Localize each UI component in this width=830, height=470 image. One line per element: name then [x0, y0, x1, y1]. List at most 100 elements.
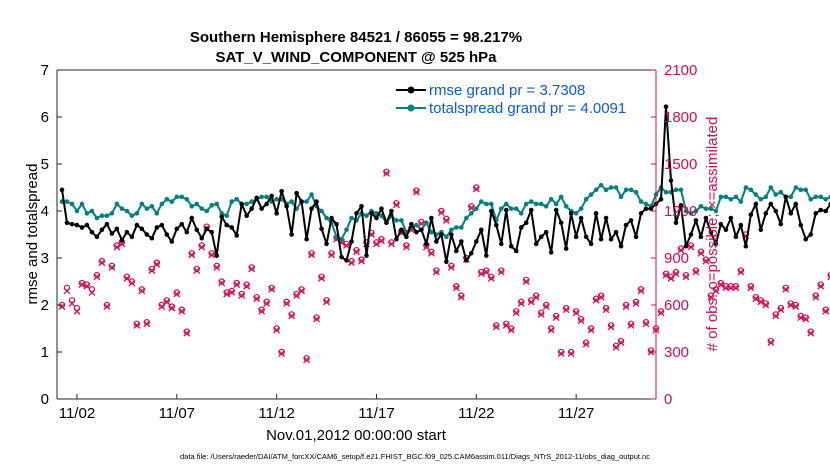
spread-point — [813, 194, 819, 200]
y2-tick-label: 600 — [664, 297, 689, 314]
obs-assimilated-marker — [128, 279, 136, 287]
obs-assimilated-marker — [717, 281, 725, 289]
obs-assimilated-marker — [487, 274, 495, 282]
obs-possible-marker — [288, 311, 295, 318]
obs-assimilated-marker — [572, 309, 580, 317]
obs-assimilated-marker — [637, 287, 645, 295]
spread-point — [618, 194, 624, 200]
rmse-point — [129, 234, 135, 240]
rmse-point — [434, 239, 439, 244]
obs-assimilated-marker — [472, 185, 480, 193]
rmse-point — [344, 258, 349, 263]
obs-assimilated-marker — [632, 299, 640, 307]
obs-assimilated-marker — [163, 298, 171, 306]
obs-possible-marker — [767, 337, 775, 345]
rmse-point — [359, 204, 364, 209]
rmse-point — [204, 226, 210, 232]
obs-possible-marker — [547, 325, 555, 332]
spread-point — [703, 206, 709, 211]
rmse-point — [773, 208, 779, 214]
obs-assimilated-marker — [387, 240, 395, 248]
obs-assimilated-marker — [303, 356, 311, 364]
x-tick-label: 11/02 — [59, 405, 95, 422]
rmse-point — [454, 248, 459, 254]
obs-possible-marker — [298, 286, 305, 293]
spread-point — [553, 201, 559, 207]
spread-point — [488, 201, 494, 207]
obs-assimilated-marker — [687, 243, 695, 251]
obs-assimilated-marker — [323, 298, 331, 306]
rmse-point — [778, 221, 784, 227]
y-tick-label: 4 — [41, 203, 49, 220]
spread-point — [309, 192, 314, 197]
rmse-point — [683, 243, 689, 249]
rmse-point — [533, 241, 539, 247]
rmse-point — [229, 225, 235, 230]
rmse-point — [498, 241, 504, 247]
rmse-point — [264, 201, 269, 207]
rmse-point — [59, 187, 65, 193]
rmse-point — [324, 241, 329, 247]
legend-rmse-marker — [407, 86, 415, 94]
obs-assimilated-marker — [557, 350, 565, 358]
spread-point — [548, 196, 554, 202]
obs-possible-marker — [323, 297, 330, 304]
obs-assimilated-marker — [223, 290, 231, 298]
spread-point — [219, 211, 225, 216]
obs-assimilated-marker — [537, 310, 545, 318]
rmse-point — [578, 215, 584, 221]
obs-assimilated-marker — [143, 320, 151, 328]
spread-point — [124, 208, 130, 214]
spread-point — [79, 201, 85, 207]
rmse-point — [244, 213, 249, 218]
obs-assimilated-marker — [677, 246, 685, 254]
obs-possible-marker — [692, 267, 700, 274]
rmse-point — [439, 232, 444, 237]
rmse-point — [409, 221, 414, 227]
obs-assimilated-marker — [273, 326, 281, 334]
obs-assimilated-marker — [782, 285, 790, 293]
obs-possible-marker — [632, 298, 640, 306]
obs-assimilated-marker — [707, 293, 715, 301]
rmse-point — [314, 199, 319, 204]
rmse-point — [753, 201, 759, 207]
obs-assimilated-marker — [233, 281, 241, 289]
rmse-point — [259, 206, 264, 211]
spread-point — [588, 192, 594, 197]
obs-possible-marker — [572, 308, 580, 315]
rmse-point — [329, 215, 334, 221]
spread-point — [144, 206, 150, 211]
obs-assimilated-marker — [492, 323, 500, 331]
spread-point — [673, 187, 679, 193]
rmse-point — [518, 225, 524, 230]
spread-point — [523, 201, 529, 207]
rmse-point — [134, 222, 140, 228]
obs-assimilated-marker — [682, 273, 690, 281]
rmse-point — [528, 207, 534, 213]
rmse-point — [553, 207, 559, 213]
obs-possible-marker — [607, 322, 615, 329]
rmse-point — [713, 241, 719, 247]
obs-assimilated-marker — [427, 249, 435, 257]
rmse-point — [658, 196, 664, 202]
obs-possible-marker — [817, 281, 824, 288]
series-layer — [59, 104, 830, 265]
spread-point — [119, 206, 125, 211]
spread-point — [129, 213, 135, 218]
obs-possible-marker — [233, 279, 240, 287]
spread-point — [598, 182, 604, 188]
rmse-point — [279, 188, 284, 194]
data-file-footer: data file: /Users/raeder/DAI/ATM_forcXX/… — [180, 452, 650, 461]
obs-possible-marker — [83, 281, 91, 288]
rmse-point — [104, 221, 110, 227]
obs-possible-marker — [697, 248, 705, 255]
y2-tick-label: 1800 — [664, 109, 697, 126]
right-axis-ticks: 0 300 600 900 1200 1500 1800 2100 — [651, 62, 697, 408]
obs-possible-marker — [792, 301, 799, 309]
spread-point — [498, 206, 504, 211]
legend-rmse-label: rmse grand pr = 3.7308 — [429, 82, 585, 99]
spread-point — [573, 211, 579, 216]
obs-assimilated-marker — [248, 265, 256, 273]
spread-point — [234, 196, 239, 202]
rmse-point — [289, 232, 294, 237]
